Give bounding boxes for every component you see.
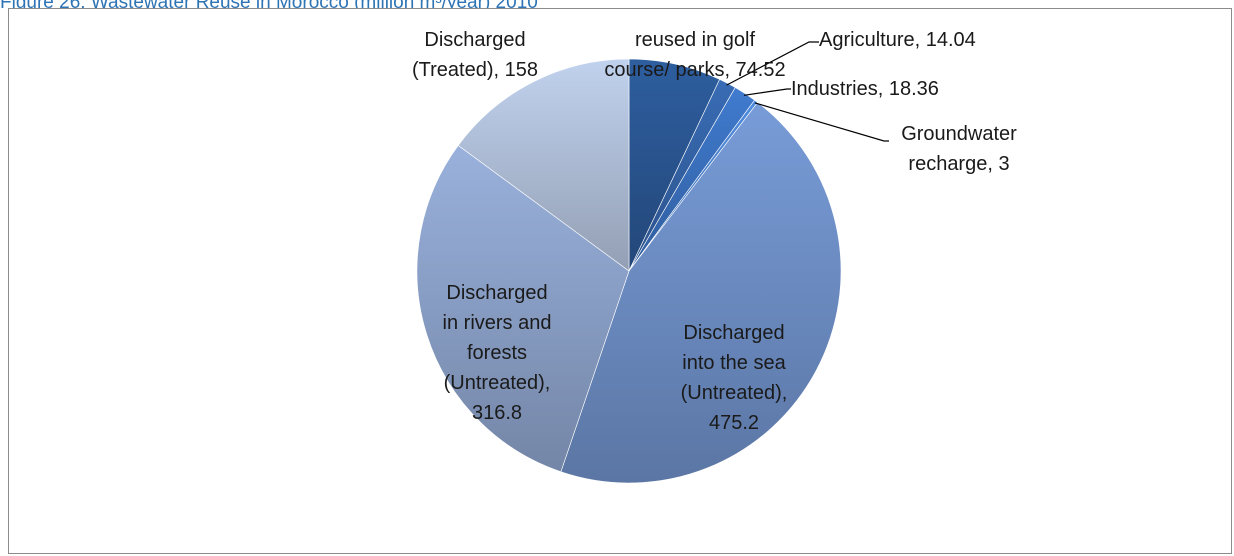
slice-label-groundwater-recharge: Groundwater recharge, 3 bbox=[901, 123, 1017, 175]
slice-label-line: Agriculture, 14.04 bbox=[819, 29, 976, 51]
slice-label-line: Discharged bbox=[683, 322, 784, 344]
leader-line bbox=[754, 102, 889, 142]
slice-label-reused-in-golf-course-parks: reused in golf course/ parks, 74.52 bbox=[604, 29, 785, 81]
pie-slice-discharged-into-the-sea-untreated bbox=[560, 102, 842, 484]
leader-line bbox=[743, 88, 791, 96]
chart-area: reused in golf course/ parks, 74.52 Agricu… bbox=[8, 8, 1232, 554]
pie-slice-discharged-in-rivers-and-forests-untreated bbox=[416, 144, 630, 473]
slice-label-discharged-into-the-sea-untreated: Discharged into the sea (Untreated), 475.2 bbox=[681, 322, 788, 434]
slice-label-agriculture: Agriculture, 14.04 bbox=[819, 29, 976, 51]
slice-label-line: (Untreated), bbox=[681, 382, 788, 404]
slice-label-line: Groundwater bbox=[901, 123, 1017, 145]
slice-label-discharged-treated: Discharged (Treated), 158 bbox=[412, 29, 538, 81]
leader-line bbox=[726, 41, 819, 86]
pie-slice-discharged-treated bbox=[457, 58, 630, 272]
slice-label-line: (Untreated), bbox=[444, 372, 551, 394]
slice-label-line: forests bbox=[467, 342, 527, 364]
slice-label-line: reused in golf bbox=[635, 29, 756, 51]
slice-label-line: in rivers and bbox=[443, 312, 552, 334]
slice-label-industries: Industries, 18.36 bbox=[791, 78, 939, 100]
slice-label-line: Discharged bbox=[446, 282, 547, 304]
slice-label-line: recharge, 3 bbox=[908, 153, 1009, 175]
slice-label-line: Industries, 18.36 bbox=[791, 78, 939, 100]
slice-label-line: 475.2 bbox=[709, 412, 759, 434]
slice-label-line: (Treated), 158 bbox=[412, 59, 538, 81]
slice-label-discharged-in-rivers-and-forests-untreated: Discharged in rivers and forests (Untreated… bbox=[443, 282, 552, 424]
slice-label-line: 316.8 bbox=[472, 402, 522, 424]
pie-chart: reused in golf course/ parks, 74.52 Agricu… bbox=[412, 29, 1017, 484]
slice-label-line: Discharged bbox=[424, 29, 525, 51]
slice-label-line: course/ parks, 74.52 bbox=[604, 59, 785, 81]
slice-label-line: into the sea bbox=[682, 352, 786, 374]
